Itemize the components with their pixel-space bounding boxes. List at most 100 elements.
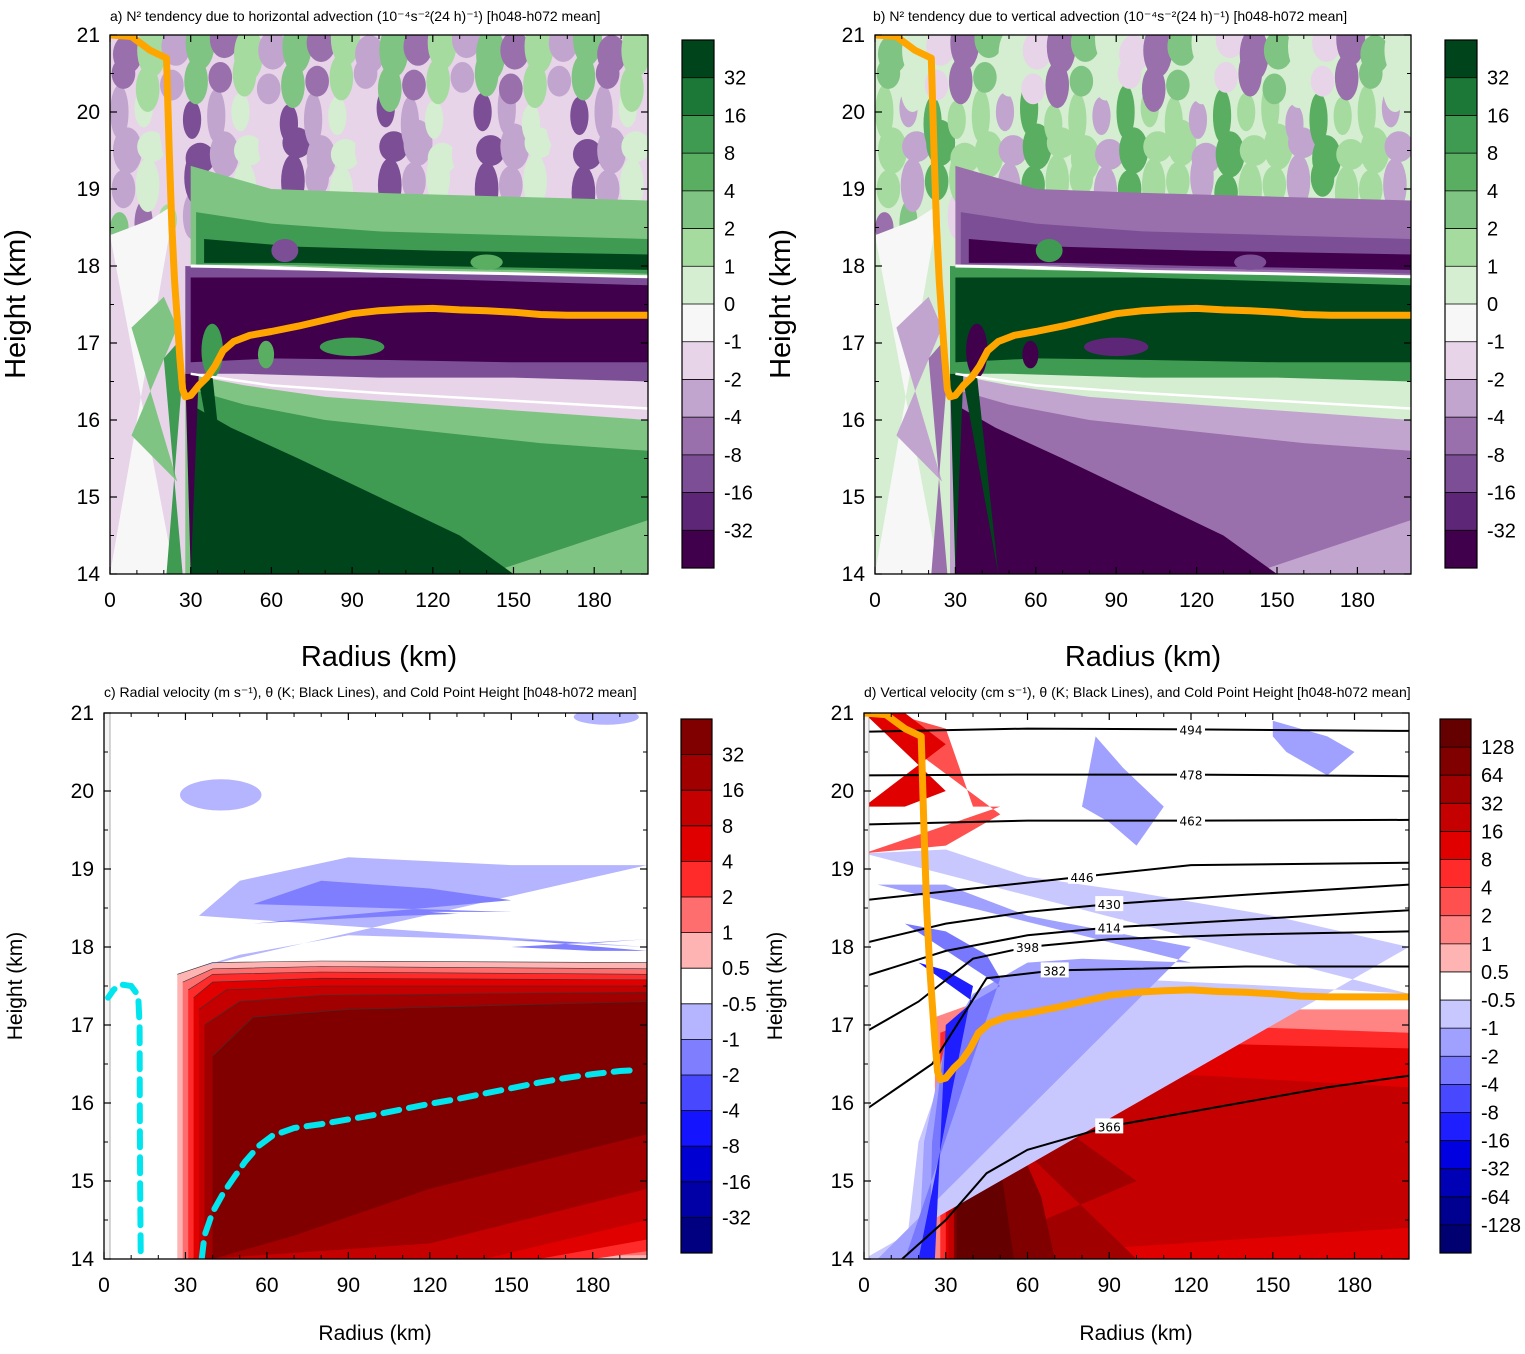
colorbar-label: -0.5 — [722, 994, 756, 1016]
upper-streak — [1070, 135, 1100, 182]
upper-streak — [948, 58, 973, 105]
colorbar-label: 16 — [1481, 821, 1503, 843]
x-tick-label: 30 — [944, 589, 967, 612]
upper-streak — [498, 165, 523, 205]
upper-streak — [379, 35, 409, 78]
colorbar-label: 0 — [1487, 294, 1498, 316]
theta-label-bg — [1177, 766, 1205, 782]
y-tick-label: 14 — [842, 563, 866, 586]
upper-streak — [1046, 35, 1076, 74]
colorbar-label: -32 — [724, 520, 753, 542]
x-tick-label: 0 — [858, 1274, 870, 1297]
upper-streak — [1357, 85, 1376, 139]
x-tick-label: 0 — [104, 589, 116, 612]
colorbar-label: -32 — [1481, 1159, 1510, 1181]
inflow-blob — [573, 713, 639, 725]
upper-streak — [1021, 73, 1045, 105]
x-tick-label: 60 — [260, 589, 283, 612]
colorbar-swatch — [1440, 1168, 1471, 1198]
upper-streak — [355, 127, 385, 174]
upper-streak — [402, 162, 426, 201]
band-18-dark — [968, 239, 1411, 270]
upper-streak — [112, 127, 143, 174]
x-tick-label: 180 — [575, 1274, 610, 1297]
upper-streak — [1384, 131, 1411, 163]
theta-label: 446 — [1071, 871, 1094, 885]
theta-label-bg — [1068, 868, 1096, 884]
colorbar-swatch — [1440, 943, 1471, 973]
upper-streak — [330, 35, 360, 66]
theta-label: 430 — [1098, 898, 1121, 912]
cold-point-line — [198, 1067, 640, 1259]
upper-streak — [521, 104, 541, 143]
colorbar-swatch — [682, 530, 714, 569]
upper-streak — [306, 35, 336, 62]
panel-a-ylabel: Height (km) — [0, 229, 32, 379]
upper-streak — [231, 92, 250, 132]
upper-streak — [998, 135, 1028, 166]
upper-streak — [498, 73, 523, 105]
x-tick-label: 90 — [1098, 1274, 1121, 1297]
upper-streak — [1095, 138, 1124, 170]
panel-a-field — [110, 35, 648, 574]
upper-streak — [476, 35, 506, 82]
colorbar-swatch — [681, 1217, 712, 1254]
upper-streak — [900, 158, 925, 213]
upper-streak — [1045, 61, 1070, 109]
panel-b: b) N² tendency due to vertical advection… — [765, 8, 1516, 673]
colorbar-label: 32 — [1487, 68, 1509, 90]
colorbar-label: -2 — [724, 369, 742, 391]
upper-streak — [1333, 96, 1352, 136]
y-tick-label: 20 — [71, 780, 94, 803]
y-tick-label: 14 — [831, 1248, 855, 1271]
colorbar-swatch — [1440, 1028, 1471, 1057]
band-lower-core — [190, 404, 514, 574]
colorbar-swatch — [681, 1039, 712, 1076]
colorbar-swatch — [1445, 304, 1477, 343]
upper-streak — [1383, 158, 1407, 213]
colorbar-swatch — [1445, 266, 1477, 305]
upper-streak — [572, 138, 603, 170]
upper-streak — [1237, 92, 1256, 132]
upper-streak — [1312, 135, 1342, 182]
upper-streak — [426, 58, 451, 105]
colorbar-swatch — [1440, 775, 1471, 804]
x-tick-label: 150 — [496, 589, 531, 612]
y-tick-label: 21 — [842, 24, 865, 47]
panel-a-xlabel: Radius (km) — [301, 641, 457, 673]
colorbar-swatch — [1440, 1112, 1471, 1142]
descent-layer — [877, 884, 1191, 1259]
descent-core — [904, 923, 1001, 1259]
upper-streak — [1022, 35, 1052, 70]
upper-ascent — [864, 713, 1001, 854]
colorbar-label: -4 — [1487, 407, 1505, 429]
colorbar-swatch — [682, 341, 714, 380]
upper-streak — [451, 131, 481, 178]
colorbar-swatch — [1440, 803, 1471, 832]
colorbar-label: -16 — [1481, 1131, 1510, 1153]
upper-streak — [523, 154, 547, 209]
colorbar-label: 16 — [722, 780, 744, 802]
colorbar-label: -128 — [1481, 1215, 1521, 1237]
upper-streak — [973, 61, 997, 93]
theta-label: 398 — [1016, 941, 1039, 955]
eye-patch-2 — [163, 343, 183, 574]
upper-streak — [1044, 104, 1063, 143]
panel-c-ylabel: Height (km) — [4, 932, 27, 1041]
upper-streak — [1262, 73, 1287, 105]
upper-streak — [234, 135, 264, 166]
eye-region — [875, 204, 940, 574]
colorbar-label: 4 — [722, 851, 733, 873]
panel-d-field: 494 478 462 446 430 414 398 382 366 — [864, 713, 1409, 1259]
y-tick-label: 20 — [831, 780, 854, 803]
band-blob — [470, 254, 503, 270]
colorbar-label: 1 — [1481, 934, 1492, 956]
y-tick-label: 19 — [77, 178, 100, 201]
colorbar-label: 0.5 — [1481, 962, 1509, 984]
panel-d-colorbar: 128 64 32 16 8 4 2 1 0.5 -0.5 -1 -2 -4 -8 -16 -32 -64 -12… — [1439, 718, 1521, 1254]
upper-streak — [1190, 58, 1214, 105]
inflow-blob — [180, 779, 262, 811]
colorbar-label: 16 — [1487, 105, 1509, 127]
x-tick-label: 90 — [340, 589, 363, 612]
theta-label-bg — [1095, 896, 1124, 912]
